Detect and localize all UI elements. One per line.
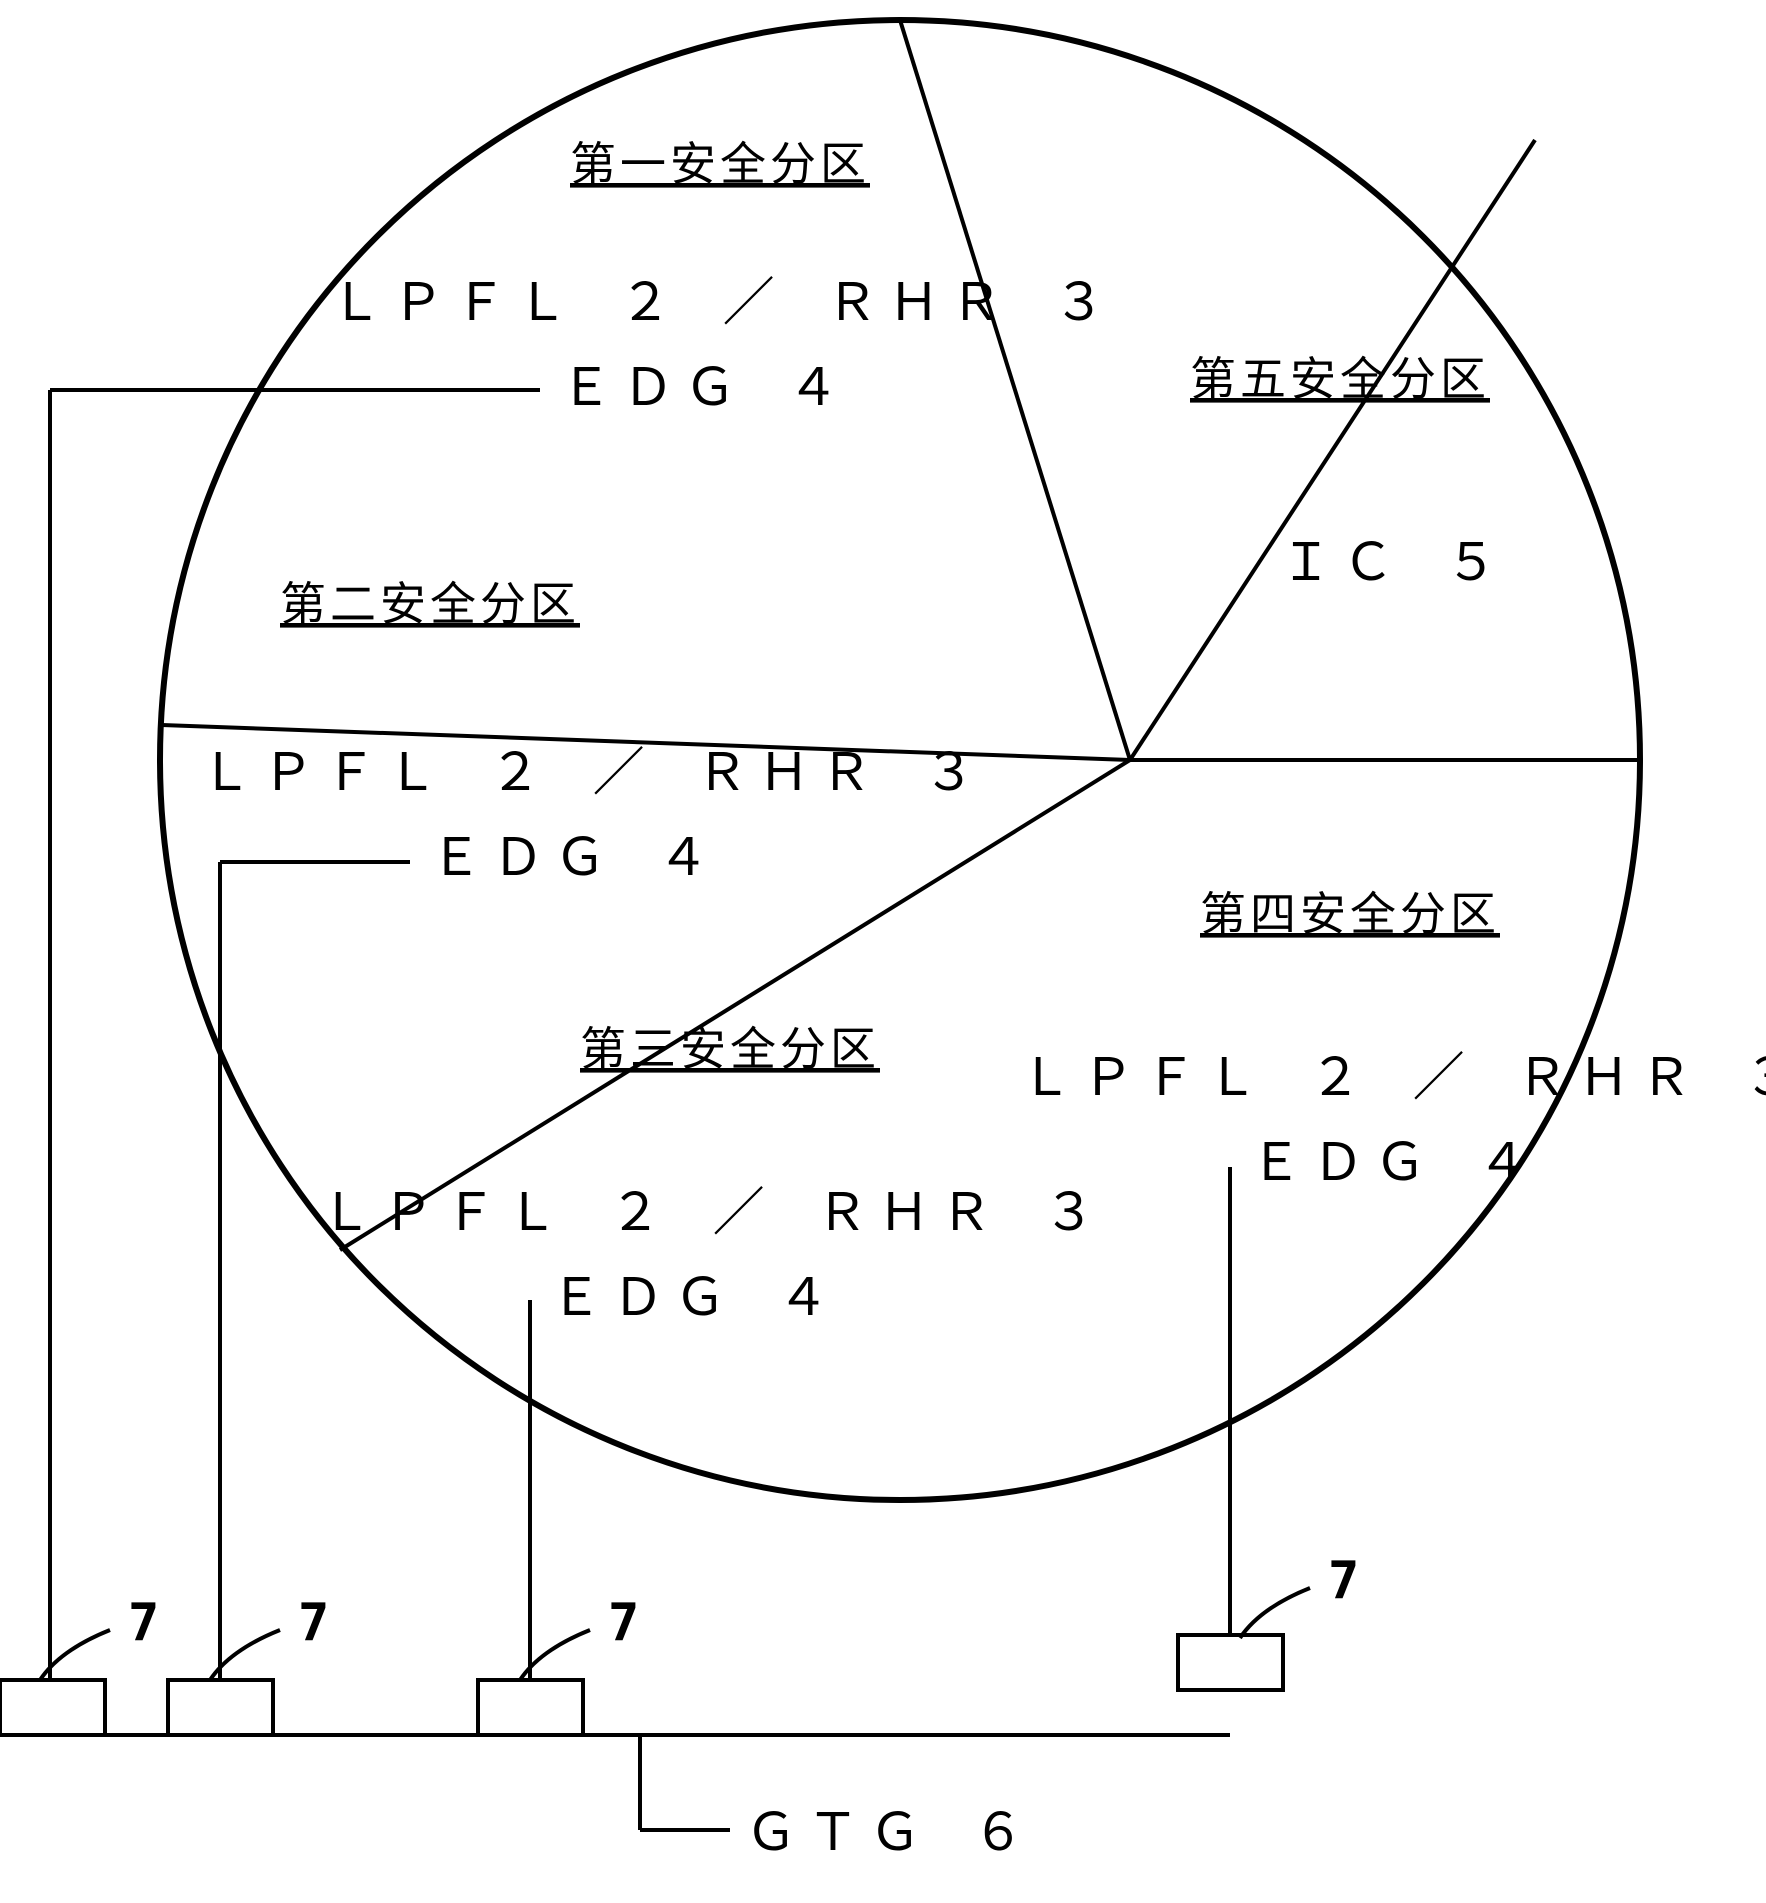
zone-system-line: ＥＤＧ ４ <box>550 1268 839 1328</box>
callout-label-7: 7 <box>608 1593 645 1653</box>
junction-box <box>168 1680 273 1735</box>
zone-system-line: ＥＤＧ ４ <box>1250 1133 1539 1193</box>
junction-box <box>0 1680 105 1735</box>
callout-label-7: 7 <box>1328 1551 1365 1611</box>
safety-zone-diagram: 7 7 7 7 第一安全分区 ＬＰＦＬ ２ ／ ＲＨＲ ３ ＥＤＧ ４ 第二安全分区 ＬＰＦＬ … <box>0 0 1766 1903</box>
junction-box <box>478 1680 583 1735</box>
gtg-label: ＧＴＧ ６ <box>745 1803 1034 1863</box>
zone-title: 第二安全分区 <box>280 577 580 631</box>
zone-system-line: ＬＰＦＬ ２ ／ ＲＨＲ ３ <box>330 273 1115 333</box>
zone-system-line: ＬＰＦＬ ２ ／ ＲＨＲ ３ <box>200 743 985 803</box>
callout-label-7: 7 <box>298 1593 335 1653</box>
zone-title: 第三安全分区 <box>580 1022 880 1076</box>
junction-box <box>1178 1635 1283 1690</box>
zone-title: 第五安全分区 <box>1190 352 1490 406</box>
callout-label-7: 7 <box>128 1593 165 1653</box>
zone-system-line: ＥＤＧ ４ <box>560 358 849 418</box>
zone-title: 第四安全分区 <box>1200 887 1500 941</box>
zone-system-line: ＬＰＦＬ ２ ／ ＲＨＲ ３ <box>320 1183 1105 1243</box>
zone-system-line: ＩＣ ５ <box>1280 533 1507 593</box>
callout-leader <box>1240 1588 1310 1638</box>
zone-title: 第一安全分区 <box>570 137 870 191</box>
zone-system-line: ＬＰＦＬ ２ ／ ＲＨＲ ３ <box>1020 1048 1766 1108</box>
zone-system-line: ＥＤＧ ４ <box>430 828 719 888</box>
